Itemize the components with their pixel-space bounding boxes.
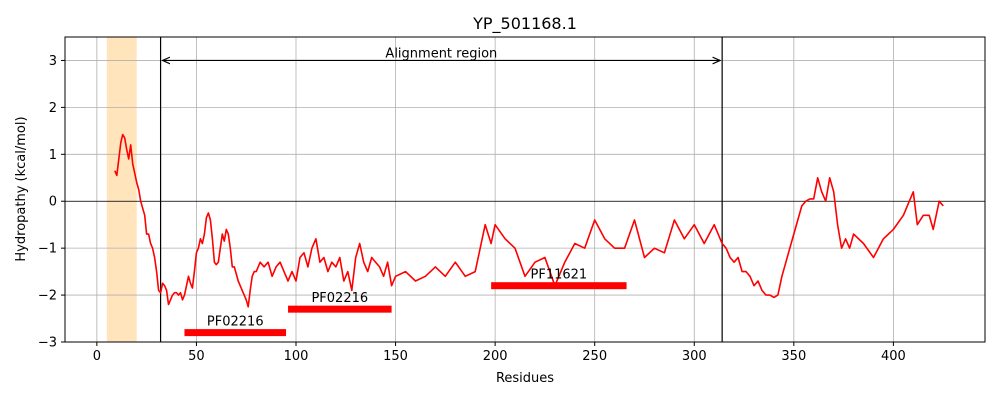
plot-area: Alignment region PF02216 PF02216 PF11621 0 50… bbox=[38, 36, 986, 364]
domain-bar bbox=[184, 329, 287, 337]
x-tick-label: 250 bbox=[582, 349, 607, 364]
y-axis-label: Hydropathy (kcal/mol) bbox=[14, 116, 29, 261]
y-tick-label: 0 bbox=[49, 195, 57, 210]
y-tick-label: 2 bbox=[49, 101, 57, 116]
domain-label: PF11621 bbox=[531, 268, 588, 283]
domain-bar bbox=[288, 305, 392, 313]
alignment-region-label: Alignment region bbox=[385, 46, 497, 61]
y-tick-label: 3 bbox=[49, 54, 57, 69]
x-axis-label: Residues bbox=[496, 371, 554, 386]
plot-frame bbox=[64, 36, 986, 343]
y-tick-label: −1 bbox=[38, 242, 57, 257]
x-tick-label: 0 bbox=[93, 349, 101, 364]
x-tick-label: 200 bbox=[483, 349, 508, 364]
domain-label: PF02216 bbox=[311, 291, 368, 306]
x-tick-label: 400 bbox=[881, 349, 906, 364]
hydropathy-line bbox=[114, 133, 944, 308]
y-tick-label: −2 bbox=[38, 289, 57, 304]
domain-bar bbox=[491, 282, 627, 290]
x-tick-label: 150 bbox=[383, 349, 408, 364]
x-tick-label: 300 bbox=[682, 349, 707, 364]
y-tick-label: −3 bbox=[38, 336, 57, 351]
x-tick-label: 100 bbox=[284, 349, 309, 364]
chart-title: YP_501168.1 bbox=[472, 14, 577, 34]
highlight-span bbox=[106, 37, 137, 342]
x-tick-label: 50 bbox=[188, 349, 205, 364]
x-tick-label: 350 bbox=[781, 349, 806, 364]
domain-label: PF02216 bbox=[207, 315, 264, 330]
y-tick-label: 1 bbox=[49, 148, 57, 163]
